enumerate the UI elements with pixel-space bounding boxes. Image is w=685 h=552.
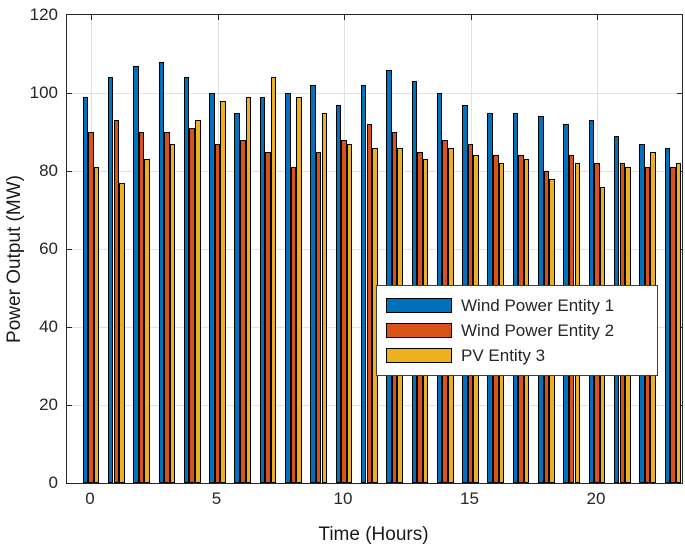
y-tick-mark bbox=[67, 93, 72, 94]
bar-6-series-2 bbox=[240, 139, 246, 483]
x-tick-mark bbox=[597, 15, 598, 20]
legend-swatch bbox=[386, 323, 452, 338]
bar-6-series-1 bbox=[234, 112, 240, 483]
bar-4-series-1 bbox=[183, 77, 190, 483]
bar-5-series-1 bbox=[209, 93, 215, 483]
plot-area: Wind Power Entity 1 Wind Power Entity 2 PV… bbox=[66, 14, 683, 484]
bar-0-series-2 bbox=[88, 132, 94, 483]
y-tick-label: 80 bbox=[39, 161, 58, 180]
x-tick-mark bbox=[344, 15, 345, 20]
bar-8-series-3 bbox=[296, 96, 302, 483]
bar-1-series-2 bbox=[113, 120, 120, 483]
bar-8-series-1 bbox=[285, 93, 291, 483]
x-tick-label: 20 bbox=[586, 489, 606, 508]
legend: Wind Power Entity 1 Wind Power Entity 2 PV… bbox=[376, 285, 658, 376]
x-tick-label: 15 bbox=[460, 489, 479, 508]
legend-item: Wind Power Entity 2 bbox=[386, 318, 649, 343]
bar-10-series-3 bbox=[346, 143, 353, 483]
bar-7-series-1 bbox=[259, 96, 266, 483]
bar-2-series-2 bbox=[138, 132, 145, 483]
bar-6-series-3 bbox=[245, 96, 252, 483]
bar-1-series-3 bbox=[119, 182, 125, 483]
legend-label: Wind Power Entity 1 bbox=[461, 295, 615, 315]
y-tick-label: 100 bbox=[29, 83, 58, 102]
bar-5-series-3 bbox=[220, 100, 226, 483]
legend-item: Wind Power Entity 1 bbox=[386, 293, 649, 318]
y-tick-label: 0 bbox=[48, 473, 58, 492]
bar-9-series-3 bbox=[321, 112, 328, 483]
x-tick-label: 10 bbox=[333, 489, 353, 508]
bar-23-series-3 bbox=[675, 163, 682, 483]
bar-23-series-2 bbox=[670, 167, 676, 483]
bar-9-series-1 bbox=[310, 85, 316, 483]
bar-11-series-1 bbox=[360, 85, 367, 483]
bar-4-series-2 bbox=[189, 128, 195, 483]
bar-2-series-3 bbox=[144, 159, 150, 483]
bar-5-series-2 bbox=[214, 143, 221, 483]
y-tick-mark bbox=[67, 249, 72, 250]
y-tick-mark bbox=[67, 405, 72, 406]
x-tick-label: 0 bbox=[85, 489, 95, 508]
bar-10-series-2 bbox=[341, 139, 347, 483]
bar-10-series-1 bbox=[335, 104, 342, 483]
bar-23-series-1 bbox=[664, 147, 671, 483]
y-tick-label: 120 bbox=[29, 5, 58, 24]
bar-13-series-1 bbox=[411, 81, 418, 483]
bar-12-series-1 bbox=[386, 69, 392, 483]
y-tick-mark bbox=[67, 171, 72, 172]
bar-11-series-2 bbox=[366, 124, 373, 483]
bar-4-series-3 bbox=[195, 120, 201, 483]
bar-3-series-3 bbox=[169, 143, 176, 483]
bar-3-series-1 bbox=[158, 61, 165, 483]
bar-1-series-1 bbox=[107, 77, 114, 483]
bar-0-series-1 bbox=[82, 96, 89, 483]
bar-2-series-1 bbox=[133, 65, 139, 483]
y-tick-label: 20 bbox=[39, 395, 58, 414]
y-tick-mark bbox=[677, 93, 682, 94]
x-axis-title: Time (Hours) bbox=[318, 524, 429, 545]
bar-8-series-2 bbox=[290, 167, 297, 483]
gridline bbox=[67, 93, 682, 94]
bar-0-series-3 bbox=[93, 167, 100, 483]
y-tick-mark bbox=[67, 327, 72, 328]
legend-item: PV Entity 3 bbox=[386, 343, 649, 368]
legend-label: Wind Power Entity 2 bbox=[461, 320, 615, 340]
legend-swatch bbox=[386, 348, 452, 363]
x-tick-mark bbox=[91, 15, 92, 20]
bar-9-series-2 bbox=[315, 151, 322, 483]
x-tick-mark bbox=[217, 15, 219, 20]
y-tick-label: 40 bbox=[39, 317, 58, 336]
y-tick-label: 60 bbox=[39, 239, 58, 258]
bar-3-series-2 bbox=[164, 132, 170, 483]
x-tick-mark bbox=[470, 15, 472, 20]
legend-label: PV Entity 3 bbox=[461, 345, 546, 365]
bar-7-series-2 bbox=[265, 151, 271, 483]
x-tick-label: 5 bbox=[211, 489, 222, 508]
legend-swatch bbox=[386, 298, 452, 313]
bar-7-series-3 bbox=[270, 77, 277, 483]
